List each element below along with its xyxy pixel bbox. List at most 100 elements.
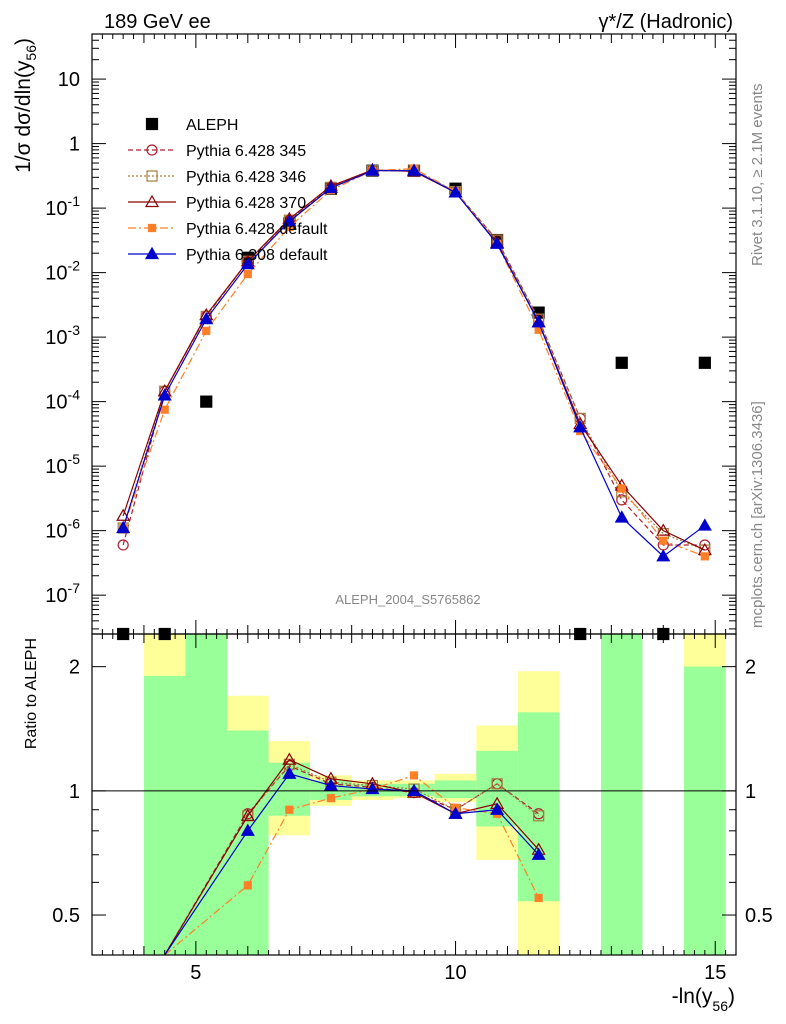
ratio-line-p346 (164, 763, 540, 956)
ratio-band-inner (517, 712, 560, 902)
analysis-watermark: ALEPH_2004_S5765862 (335, 592, 480, 607)
main-y-tick-label: 10-7 (45, 580, 80, 607)
legend-item-data: ALEPH (145, 117, 238, 134)
x-axis-label: -ln(y56) (672, 985, 735, 1014)
ratio-point-p308 (282, 766, 297, 779)
x-tick-label: 15 (704, 962, 726, 984)
ratio-y-tick-label-left: 0.5 (52, 905, 80, 927)
main-point-p308 (282, 214, 297, 227)
header-left-title: 189 GeV ee (104, 11, 211, 33)
main-point-p345 (616, 494, 628, 506)
legend-item-pdefault: Pythia 6.428 default (128, 221, 328, 238)
ratio-y-tick-label-right: 0.5 (745, 905, 773, 927)
ratio-band-inner (434, 780, 477, 799)
main-point-pdefault (160, 405, 169, 414)
legend-label: Pythia 6.428 370 (186, 195, 306, 212)
legend-label: Pythia 6.428 default (186, 221, 328, 238)
main-series-layer (116, 162, 712, 641)
rivet-version-label: Rivet 3.1.10, ≥ 2.1M events (749, 84, 766, 267)
ratio-y-tick-label-left: 1 (69, 781, 80, 803)
main-point-p345 (117, 539, 129, 551)
ratio-y-tick-label-right: 2 (745, 657, 756, 679)
ratio-band-inner (684, 666, 726, 955)
legend-marker (147, 223, 157, 233)
main-point-p308 (365, 163, 380, 176)
main-y-axis-label: 1/σ dσ/dln(y56) (12, 38, 39, 173)
legend-item-p346: Pythia 6.428 346 (128, 169, 306, 186)
ratio-point-p308 (323, 778, 338, 791)
ratio-y-label-text: Ratio to ALEPH (23, 638, 40, 749)
ratio-point-p308 (490, 802, 505, 815)
main-point-p308 (490, 236, 505, 249)
main-point-p308 (697, 518, 712, 531)
legend-marker (144, 246, 160, 260)
ratio-point-p346 (491, 778, 503, 790)
legend-item-p345: Pythia 6.428 345 (128, 143, 306, 160)
ratio-line-pdefault (164, 774, 540, 956)
main-point-p308 (531, 315, 546, 328)
main-point-pdefault (243, 269, 252, 279)
ratio-point-p346 (533, 810, 545, 822)
main-y-tick-label: 10-6 (45, 516, 80, 543)
legend-item-p370: Pythia 6.428 370 (128, 194, 306, 212)
legend: ALEPH Pythia 6.428 345 Pythia 6.428 346 Pyt… (128, 117, 328, 264)
ratio-point-p308 (406, 783, 422, 796)
ratio-band-inner (185, 634, 228, 955)
aleph-point (615, 356, 628, 369)
ratio-point-p370 (240, 808, 255, 821)
ratio-y-axis-label: Ratio to ALEPH (23, 638, 40, 749)
main-point-pdefault (700, 552, 709, 561)
legend-label: Pythia 6.308 default (186, 247, 328, 264)
legend-label: ALEPH (186, 117, 238, 134)
ratio-series-layer (164, 752, 546, 956)
ratio-point-pdefault (534, 893, 543, 903)
axes-frames: 5 10 15 10 1 10-1 10-2 10-3 10-4 10-5 10-6 10-7 0.5 0… (45, 33, 773, 984)
legend-marker (144, 194, 160, 208)
main-point-p308 (448, 185, 463, 198)
ratio-point-p308 (240, 823, 255, 836)
ratio-point-pdefault (326, 794, 336, 803)
main-point-p370 (116, 508, 131, 521)
ratio-band-inner (600, 634, 643, 955)
main-y-tick-label: 10-3 (45, 322, 80, 349)
legend-item-p308: Pythia 6.308 default (128, 246, 328, 264)
main-y-label-text: 1/σ dσ/dln(y56) (12, 38, 39, 173)
ratio-point-pdefault (285, 805, 294, 814)
ratio-series-p308 (164, 766, 546, 956)
ratio-uncertainty-bands (143, 634, 726, 955)
main-point-p308 (199, 311, 214, 325)
main-point-pdefault (202, 326, 211, 335)
ratio-point-pdefault (243, 881, 252, 890)
ratio-band-inner (227, 730, 269, 955)
main-point-p308 (157, 388, 172, 401)
legend-label: Pythia 6.428 345 (186, 143, 306, 160)
ratio-y-tick-label-left: 2 (69, 657, 80, 679)
main-point-pdefault (659, 536, 668, 545)
legend-marker (146, 170, 158, 182)
mcplots-credit-label: mcplots.cern.ch [arXiv:1306.3436] (749, 401, 766, 628)
main-point-p308 (614, 510, 629, 523)
main-point-p308 (656, 549, 671, 562)
main-point-p308 (116, 520, 131, 534)
aleph-point (698, 356, 711, 369)
x-tick-label: 5 (190, 962, 201, 984)
legend-marker (146, 144, 158, 156)
main-point-p370 (656, 523, 671, 536)
main-y-tick-label: 1 (69, 134, 80, 156)
main-y-tick-label: 10-5 (45, 451, 80, 478)
ratio-point-pdefault (409, 771, 419, 780)
main-point-p308 (323, 180, 338, 194)
x-tick-label: 10 (444, 962, 466, 984)
main-y-tick-label: 10-4 (45, 387, 80, 414)
header-right-title: γ*/Z (Hadronic) (599, 11, 733, 33)
main-y-tick-label: 10-2 (45, 258, 80, 285)
ratio-y-tick-label-right: 1 (745, 781, 756, 803)
main-point-p308 (406, 163, 422, 176)
main-point-p308 (573, 420, 588, 433)
aleph-point (200, 395, 213, 408)
legend-label: Pythia 6.428 346 (186, 169, 306, 186)
ratio-point-p370 (282, 752, 297, 765)
legend-marker (145, 117, 159, 131)
ratio-point-p308 (448, 806, 463, 819)
